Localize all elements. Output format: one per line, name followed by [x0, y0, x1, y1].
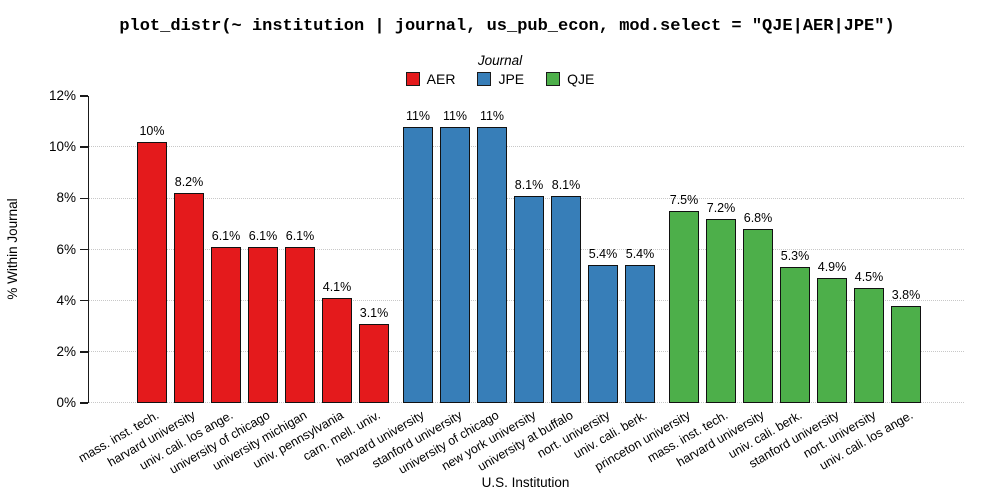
- bar: [248, 246, 278, 403]
- bar-value-label: 6.1%: [211, 228, 241, 243]
- bar: [706, 218, 736, 403]
- bar-value-label: 8.2%: [174, 175, 204, 190]
- bar-value-label: 11%: [405, 108, 431, 123]
- bar: [440, 126, 470, 403]
- legend-items: AER JPE QJE: [0, 71, 1000, 87]
- legend-item-label: AER: [426, 71, 456, 87]
- bar-value-label: 6.1%: [285, 228, 315, 243]
- bar: [477, 126, 507, 403]
- chart-title: plot_distr(~ institution | journal, us_p…: [119, 17, 895, 36]
- bar: [359, 323, 389, 403]
- bar: [285, 246, 315, 403]
- legend-item-jpe: JPE: [477, 71, 524, 87]
- y-tick-label: 8%: [56, 190, 76, 206]
- legend: Journal AER JPE QJE: [0, 53, 1000, 87]
- bar-value-label: 7.2%: [706, 200, 736, 215]
- bar-value-label: 3.1%: [359, 305, 389, 320]
- bar: [211, 246, 241, 403]
- bar: [403, 126, 433, 403]
- x-axis-title: U.S. Institution: [481, 475, 570, 490]
- bar-value-label: 8.1%: [551, 177, 581, 192]
- y-tick-label: 0%: [56, 395, 76, 410]
- y-axis-title: % Within Journal: [5, 198, 20, 300]
- y-tick-label: 2%: [56, 343, 76, 359]
- bar-value-label: 5.4%: [588, 246, 618, 261]
- y-tick-label: 4%: [56, 292, 76, 308]
- bar-value-label: 6.1%: [248, 228, 278, 243]
- bar: [137, 142, 167, 403]
- y-tick-mark: [80, 95, 88, 97]
- bar: [174, 193, 204, 403]
- bar-value-label: 5.3%: [780, 249, 810, 264]
- y-tick-mark: [80, 299, 88, 302]
- bar-value-label: 7.5%: [669, 193, 699, 208]
- bar: [588, 264, 618, 403]
- bar-value-label: 11%: [479, 108, 505, 123]
- bar-value-label: 5.4%: [625, 246, 655, 261]
- bar: [743, 229, 773, 403]
- y-tick-mark: [80, 402, 88, 404]
- legend-item-label: QJE: [567, 71, 595, 87]
- y-tick-mark: [80, 197, 88, 200]
- plot-area: 10% 8.2% 6.1% 6.1% 6.1% 4.1% 3.1% 11% 11% 11% 8.1%…: [88, 96, 964, 404]
- bar-group-aer: 10% 8.2% 6.1% 6.1% 6.1% 4.1% 3.1%: [137, 96, 389, 403]
- bar: [551, 195, 581, 403]
- y-tick-label: 10%: [48, 139, 76, 155]
- bar: [322, 298, 352, 403]
- bar-value-label: 8.1%: [514, 177, 544, 192]
- legend-swatch-qje-icon: [546, 72, 561, 86]
- bar-group-qje: 7.5% 7.2% 6.8% 5.3% 4.9% 4.5% 3.8%: [669, 96, 921, 403]
- bar-value-label: 4.5%: [854, 269, 884, 284]
- y-tick-mark: [80, 248, 88, 251]
- bar-group-jpe: 11% 11% 11% 8.1% 8.1% 5.4% 5.4%: [403, 96, 655, 403]
- legend-item-aer: AER: [405, 71, 456, 87]
- bar: [891, 305, 921, 403]
- bar: [817, 277, 847, 403]
- bar-value-label: 4.1%: [322, 280, 352, 295]
- bar-value-label: 11%: [442, 108, 468, 123]
- legend-title: Journal: [477, 53, 523, 68]
- legend-swatch-aer-icon: [405, 72, 420, 86]
- legend-item-label: JPE: [498, 71, 525, 87]
- bar-value-label: 6.8%: [743, 211, 773, 226]
- legend-swatch-jpe-icon: [477, 72, 492, 86]
- bar-value-label: 10%: [139, 124, 165, 139]
- bar: [780, 267, 810, 403]
- gridline: [89, 146, 964, 148]
- y-tick-mark: [80, 146, 88, 148]
- y-tick-label: 12%: [48, 88, 76, 103]
- bar: [669, 211, 699, 403]
- bar-value-label: 4.9%: [817, 259, 847, 274]
- bar: [514, 195, 544, 403]
- y-tick-label: 6%: [56, 241, 76, 257]
- bar: [854, 287, 884, 403]
- legend-item-qje: QJE: [546, 71, 594, 87]
- bar: [625, 264, 655, 403]
- bar-value-label: 3.8%: [891, 287, 921, 302]
- y-tick-mark: [80, 351, 88, 353]
